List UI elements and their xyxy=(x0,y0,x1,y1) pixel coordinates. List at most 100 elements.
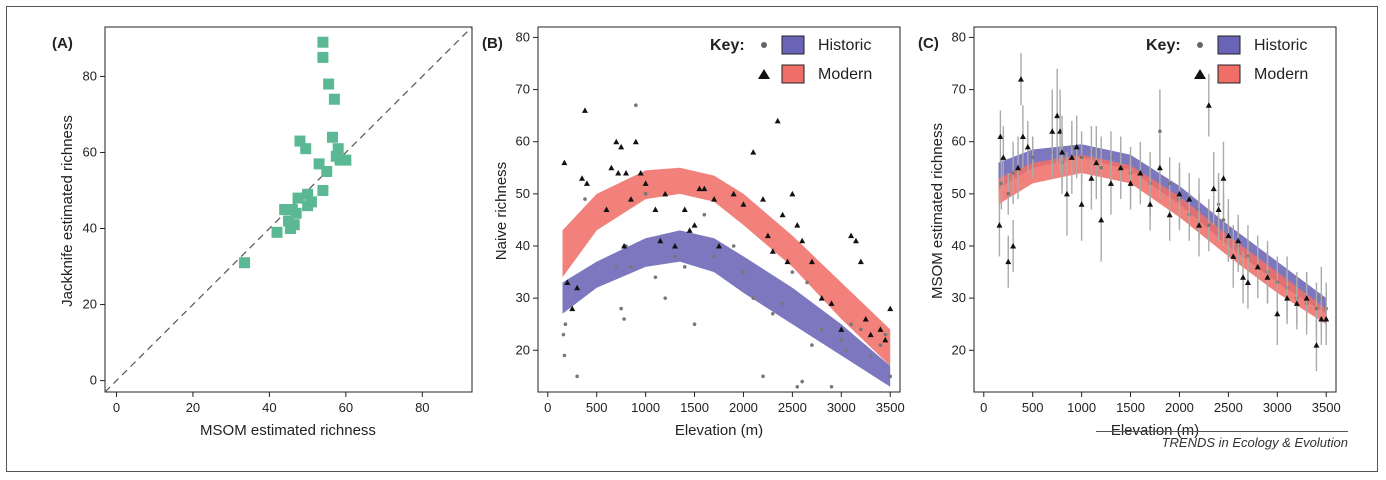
panel-b-modern-point xyxy=(623,170,630,176)
panel-c-historic-point xyxy=(1006,192,1011,196)
panel-b-historic-point xyxy=(829,384,834,389)
panel-b-modern-point xyxy=(877,326,884,332)
panel-b-modern-point xyxy=(789,190,796,197)
panel-b-historic-point xyxy=(682,265,687,269)
panel-b-modern-point xyxy=(882,336,889,343)
panel-c-modern-point xyxy=(1318,316,1325,322)
panel-b-historic-point xyxy=(712,254,716,259)
panel-c-historic-point xyxy=(1221,218,1226,222)
panel-a-ylabel: Jackknife estimated richness xyxy=(59,115,76,307)
panel-b-modern-point xyxy=(867,331,874,338)
panel-b-modern-point xyxy=(852,237,859,244)
panel-a: 0 20 40 60 80 0 20 40 60 80 (A) MSOM estimated ri… xyxy=(52,26,473,439)
panel-b-xtick-label: 3000 xyxy=(827,400,856,415)
panel-b-modern-point xyxy=(662,190,669,197)
credit-rule xyxy=(1096,431,1348,432)
panel-b-xtick-label: 2000 xyxy=(729,400,758,415)
panel-b-modern-point xyxy=(784,258,791,265)
panel-b-modern-point xyxy=(838,326,845,332)
panel-b-historic-point xyxy=(888,374,893,379)
panel-c-historic-band xyxy=(998,144,1327,314)
panel-b-key-modern-marker xyxy=(758,69,770,79)
panel-b-modern-point xyxy=(637,170,644,176)
panel-c-modern-point xyxy=(1017,76,1024,82)
panel-a-point xyxy=(294,135,306,147)
panel-b-ytick-label: 70 xyxy=(516,82,530,97)
panel-b-modern-point xyxy=(857,258,864,265)
panel-c-modern-point xyxy=(1000,154,1007,160)
panel-b-modern-point xyxy=(618,143,625,150)
panel-c-modern-band xyxy=(998,154,1327,325)
panel-c-key-historic-label: Historic xyxy=(1254,37,1307,54)
panel-b-key-title: Key: xyxy=(710,37,745,54)
panel-b-key-historic-swatch xyxy=(781,35,805,55)
panel-a-point xyxy=(302,188,314,200)
panel-b-modern-point xyxy=(579,175,586,181)
panel-a-point xyxy=(305,196,317,208)
panel-c-modern-point xyxy=(1235,237,1242,244)
panel-c-modern-point xyxy=(1293,300,1300,306)
panel-a-xtick-label: 40 xyxy=(262,400,276,415)
panel-c-modern-point xyxy=(1059,149,1066,155)
panel-c-ytick-label: 30 xyxy=(952,290,966,305)
panel-a-ytick-label: 20 xyxy=(83,297,97,312)
panel-a-point xyxy=(279,204,291,215)
panel-b-modern-band xyxy=(562,167,891,366)
panel-c-modern-point xyxy=(1093,159,1100,166)
panel-c-modern-point xyxy=(1078,201,1085,207)
panel-c-modern-point xyxy=(1024,143,1031,150)
panel-c-xtick-label: 1000 xyxy=(1067,400,1096,415)
panel-b-modern-point xyxy=(657,237,664,244)
panel-b-modern-point xyxy=(686,227,693,233)
panel-c-historic-point xyxy=(1314,306,1319,311)
panel-a-point xyxy=(239,257,251,269)
panel-a-xlabel: MSOM estimated richness xyxy=(200,422,376,439)
panel-a-point xyxy=(283,215,294,227)
panel-a-point xyxy=(321,165,333,177)
panel-b-modern-point xyxy=(711,196,718,202)
panel-c-historic-point xyxy=(1207,223,1211,227)
panel-b-historic-point xyxy=(731,244,736,248)
panel-c-modern-point xyxy=(996,222,1003,228)
panel-b-legend: Key: Historic Modern xyxy=(710,35,872,84)
panel-b-modern-point xyxy=(561,159,568,166)
panel-b-modern-point xyxy=(696,185,703,192)
panel-b-xtick-label: 1000 xyxy=(631,400,660,415)
panel-c-modern-point xyxy=(1210,185,1217,192)
panel-b-xlabel: Elevation (m) xyxy=(675,422,763,439)
panel-c-key-historic-swatch xyxy=(1217,35,1241,55)
panel-a-point xyxy=(323,78,335,90)
panel-c-historic-point xyxy=(1167,181,1172,186)
panel-b-historic-point xyxy=(562,353,567,358)
panel-b-modern-point xyxy=(760,196,767,202)
panel-c-modern-point xyxy=(1088,175,1095,181)
panel-b-historic-point xyxy=(878,343,883,347)
panel-b-modern-point xyxy=(574,284,581,291)
panel-c-modern-point xyxy=(1098,216,1105,223)
panel-c-legend: Key: Historic Modern xyxy=(1146,35,1308,84)
panel-b-historic-point xyxy=(810,343,814,347)
panel-b-modern-point xyxy=(621,243,628,249)
panel-a-point xyxy=(317,36,329,48)
panel-b-historic-point xyxy=(614,265,619,269)
panel-b-historic-point xyxy=(622,317,626,321)
panel-c-modern-point xyxy=(1220,175,1227,181)
panel-b-historic-point xyxy=(771,311,775,316)
panel-c-modern-point xyxy=(1107,180,1114,186)
panel-a-point xyxy=(332,143,344,155)
panel-c-historic-point xyxy=(1079,155,1084,160)
panel-b-modern-point xyxy=(681,206,688,212)
panel-b-historic-point xyxy=(849,322,853,327)
panel-b-ytick-label: 50 xyxy=(516,186,530,201)
panel-c-modern-point xyxy=(1186,196,1193,202)
panel-c-modern-point xyxy=(1274,310,1281,317)
panel-b-historic-point xyxy=(741,270,746,274)
panel-c-key-title: Key: xyxy=(1146,37,1181,54)
panel-b-modern-point xyxy=(750,149,757,155)
panel-b-ytick-label: 40 xyxy=(516,238,530,253)
panel-b-modern-point xyxy=(642,180,649,186)
panel-c-modern-point xyxy=(1049,128,1056,134)
panel-c-modern-point xyxy=(1117,164,1124,171)
panel-c-modern-point xyxy=(1313,342,1320,348)
